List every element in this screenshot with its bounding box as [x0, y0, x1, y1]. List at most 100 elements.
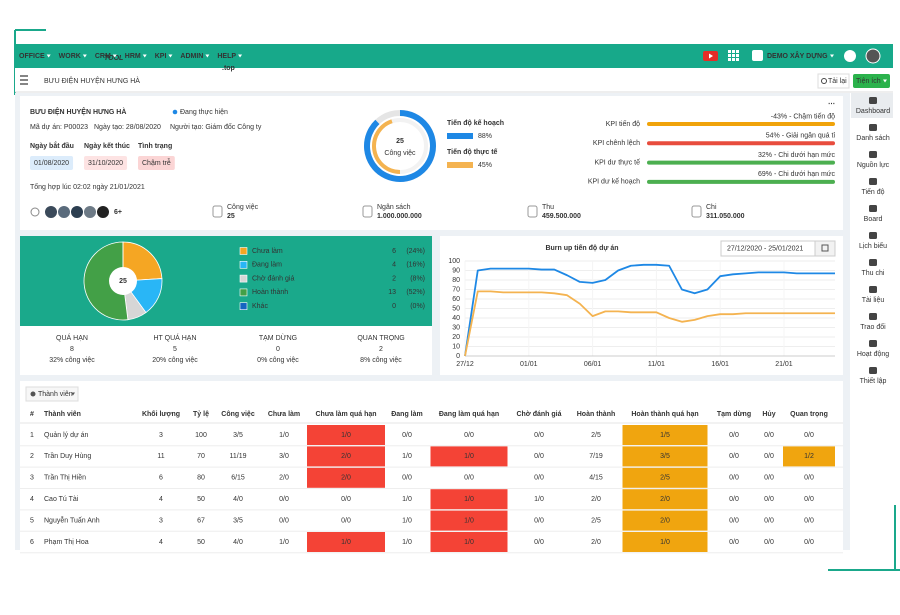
sidebar-item[interactable]: Nguồn lực [857, 160, 890, 169]
table-header: Tạm dừng [717, 411, 751, 418]
table-cell: 1/0 [341, 539, 351, 546]
sidebar-icon [869, 313, 877, 320]
table-cell: 0/0 [464, 475, 474, 482]
table-cell: 4/0 [233, 496, 243, 503]
alert-value: 8 [70, 346, 74, 353]
user-avatar[interactable] [865, 48, 881, 64]
alert-cell [307, 532, 385, 552]
table-cell: 0/0 [402, 475, 412, 482]
table-header: Chờ đánh giá [516, 411, 561, 418]
y-tick-label: 0 [456, 353, 460, 360]
caret-icon [71, 392, 75, 396]
ring-label: Công việc [384, 150, 416, 157]
table-cell: 1/0 [464, 539, 474, 546]
kpi-bar [647, 122, 835, 126]
series-line [464, 263, 835, 357]
members-dropdown-label[interactable]: Thành viên [38, 391, 73, 398]
project-created: Ngày tạo: 28/08/2020 [94, 124, 161, 131]
table-cell: 0/0 [804, 496, 814, 503]
nav-item[interactable]: ADMIN [180, 53, 203, 60]
calendar-button[interactable] [814, 240, 836, 257]
nav-item[interactable]: HRM [125, 53, 141, 60]
sidebar-icon [869, 232, 877, 239]
apps-icon [736, 54, 739, 57]
alert-label: QUÁ HẠN [56, 333, 88, 342]
reload-label[interactable]: Tải lại [828, 78, 847, 85]
nav-item[interactable]: CRM [95, 53, 111, 60]
table-cell: 7/19 [589, 453, 603, 460]
kpi-note: 69% - Chi dưới hạn mức [758, 171, 835, 178]
stat-value: 311.050.000 [706, 213, 745, 220]
member-avatar [83, 205, 97, 219]
sidebar-item[interactable]: Tài liệu [862, 297, 885, 304]
legend-swatch [239, 288, 248, 297]
sidebar-icon [869, 178, 877, 185]
sidebar-item[interactable]: Board [864, 216, 883, 223]
table-cell: 0/0 [729, 517, 739, 524]
table-cell: 6 [30, 539, 34, 546]
stat-label: Ngân sách [377, 204, 411, 211]
alert-label: TẠM DỪNG [259, 333, 297, 342]
table-cell: 1/0 [660, 539, 670, 546]
member-name[interactable]: Phạm Thị Hoa [44, 539, 89, 546]
globe-icon[interactable] [844, 50, 856, 62]
kpi-name: KPI chênh lệch [593, 140, 640, 147]
sidebar-item[interactable]: Thu chi [862, 270, 885, 277]
alert-share: 20% công việc [152, 357, 198, 364]
alert-cell [307, 425, 385, 445]
youtube-play [709, 53, 713, 59]
y-tick-label: 50 [452, 305, 460, 312]
table-cell: 3/0 [279, 453, 289, 460]
nav-item[interactable]: WORK [59, 53, 81, 60]
nav-item[interactable]: OFFICE [19, 53, 45, 60]
more-menu[interactable]: ⋯ [828, 101, 835, 108]
sidebar-item[interactable]: Dashboard [856, 108, 890, 115]
legend-swatch [239, 247, 248, 255]
utilities-button[interactable] [853, 74, 890, 88]
member-name[interactable]: Cao Tú Tài [44, 496, 79, 503]
table-cell: 6/15 [231, 475, 245, 482]
member-avatar [57, 205, 71, 219]
member-name[interactable]: Nguyễn Tuấn Anh [44, 515, 100, 524]
nav-item[interactable]: KPI [155, 53, 167, 60]
reload-button[interactable] [817, 73, 850, 89]
member-name[interactable]: Trần Duy Hùng [44, 451, 91, 460]
member-name[interactable]: Trần Thị Hiền [44, 473, 86, 482]
nav-item[interactable]: HELP [217, 53, 236, 60]
sidebar-item[interactable]: Thiết lập [860, 376, 887, 385]
kpi-name: KPI dư kế hoạch [588, 177, 640, 186]
sidebar-item[interactable]: Hoạt động [857, 351, 889, 358]
caret-icon [46, 54, 51, 58]
members-more: 6+ [114, 209, 122, 216]
date-range-text[interactable]: 27/12/2020 - 25/01/2021 [727, 245, 803, 252]
sidebar-item[interactable]: Tiến độ [861, 187, 884, 196]
legend-share: (0%) [410, 303, 425, 310]
alert-cell [622, 532, 708, 552]
caret-icon [82, 54, 87, 58]
date-value: 01/08/2020 [34, 160, 69, 167]
stat-label: Chi [706, 204, 717, 211]
legend-swatch [239, 302, 248, 311]
members-dropdown[interactable] [25, 386, 79, 402]
apps-icon [736, 58, 739, 61]
sidebar-item[interactable]: Danh sách [856, 135, 890, 142]
sidebar-item[interactable]: Trao đổi [860, 323, 886, 331]
sidebar-item[interactable]: Lịch biểu [859, 242, 887, 250]
kpi-note: -43% - Chậm tiến độ [771, 111, 835, 120]
company-name[interactable]: DEMO XÂY DỰNG [767, 51, 828, 60]
member-name[interactable]: Quản lý dự án [44, 432, 88, 439]
kpi-note: 32% - Chi dưới hạn mức [758, 152, 835, 159]
members-icon [30, 207, 40, 217]
table-cell: 0/0 [279, 517, 289, 524]
members-icon [30, 391, 36, 397]
y-tick-label: 10 [452, 343, 460, 350]
date-pill [30, 156, 74, 170]
table-cell: 0/0 [764, 432, 774, 439]
utilities-label[interactable]: Tiện ích [856, 78, 881, 85]
legend-label: Khác [252, 303, 268, 310]
y-tick-label: 60 [452, 296, 460, 303]
table-cell: 0/0 [764, 475, 774, 482]
table-header: Quan trọng [790, 411, 828, 418]
table-cell: 50 [197, 539, 205, 546]
sidebar-icon [869, 151, 877, 158]
